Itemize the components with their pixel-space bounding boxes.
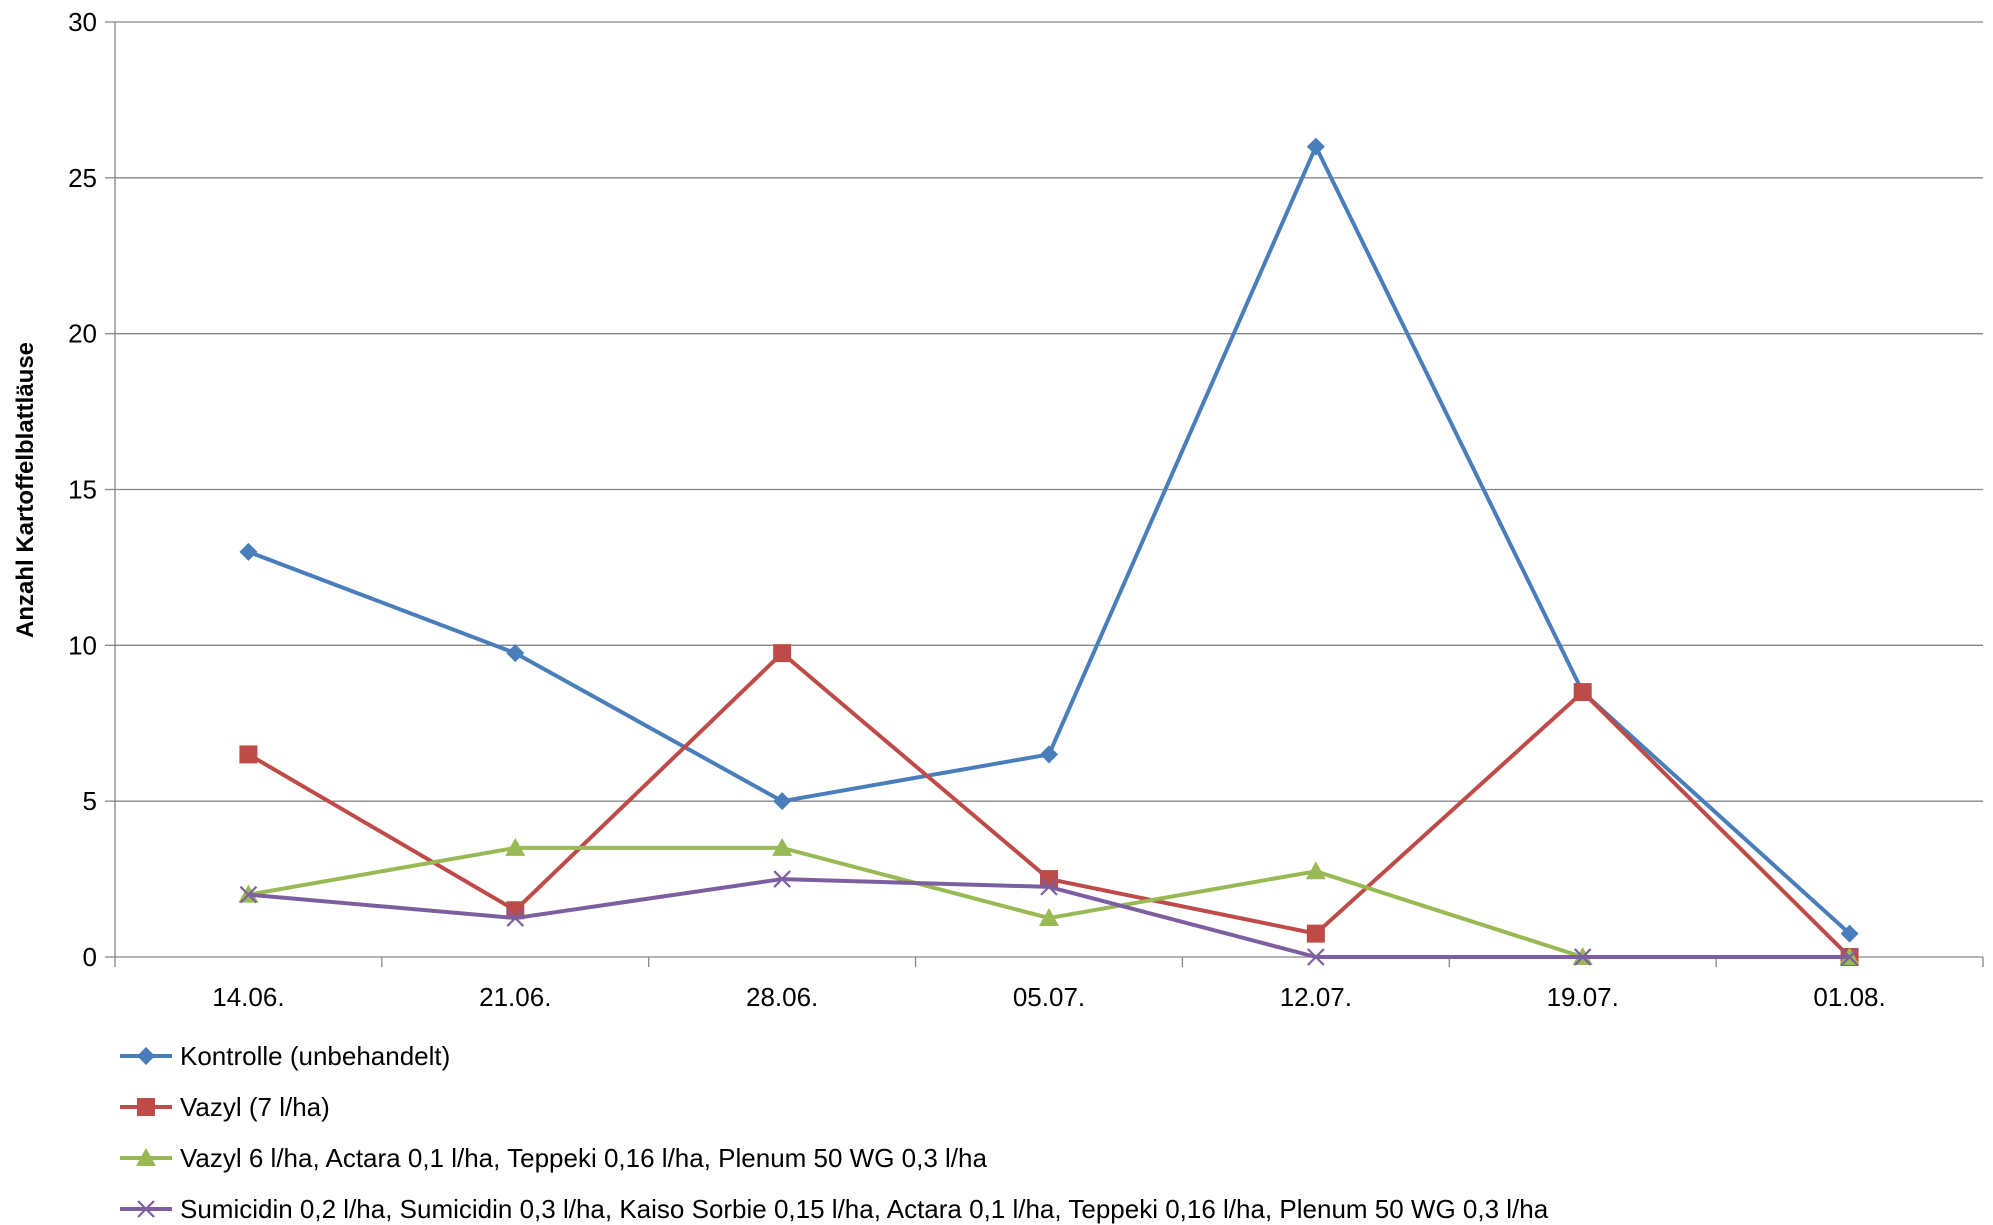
data-point (773, 792, 792, 811)
legend-item: Vazyl (7 l/ha) (120, 1092, 330, 1122)
series-3 (238, 837, 1860, 965)
x-tick-label: 12.07. (1280, 982, 1352, 1012)
y-axis-label: Anzahl Kartoffelblattläuse (12, 342, 39, 638)
x-tick-labels: 14.06. 21.06. 28.06. 05.07. 12.07. 19.07. 01.0… (212, 982, 1885, 1012)
data-point (505, 837, 526, 856)
axes (114, 22, 1984, 967)
data-point (1840, 924, 1859, 943)
data-point (506, 644, 525, 663)
data-point (1040, 878, 1058, 896)
x-tick-label: 19.07. (1547, 982, 1619, 1012)
x-tick-label: 28.06. (746, 982, 818, 1012)
x-tick-label: 05.07. (1013, 982, 1085, 1012)
y-tick-label: 5 (83, 786, 97, 816)
data-point (506, 909, 525, 927)
data-point (1305, 861, 1326, 880)
data-point (239, 745, 258, 764)
x-tick-label: 14.06. (212, 982, 284, 1012)
y-tick-label: 15 (68, 475, 97, 505)
data-point (773, 644, 792, 663)
data-point (1040, 745, 1058, 764)
legend-item: Vazyl 6 l/ha, Actara 0,1 l/ha, Teppeki 0… (120, 1143, 987, 1173)
data-point (239, 885, 258, 904)
series (238, 137, 1860, 966)
y-tick-label: 25 (68, 163, 97, 193)
data-point (1573, 683, 1592, 702)
x-tick-label: 21.06. (479, 982, 551, 1012)
data-point (773, 870, 791, 888)
data-point (1307, 948, 1325, 966)
gridlines (105, 21, 1983, 958)
y-tick-label: 20 (68, 319, 97, 349)
legend-label: Vazyl (7 l/ha) (180, 1092, 330, 1122)
data-point (1840, 948, 1859, 966)
data-point (1306, 924, 1325, 943)
data-point (1306, 137, 1325, 156)
legend-swatch-marker (137, 1200, 155, 1218)
legend-item: Kontrolle (unbehandelt) (120, 1041, 450, 1071)
data-point (239, 542, 258, 561)
y-tick-labels: 0 5 10 15 20 25 30 (68, 7, 97, 972)
y-tick-label: 0 (83, 942, 97, 972)
y-tick-label: 30 (68, 7, 97, 37)
data-point (772, 837, 793, 856)
legend-swatch-marker (136, 1148, 156, 1166)
data-point (1573, 948, 1592, 966)
legend-item: Sumicidin 0,2 l/ha, Sumicidin 0,3 l/ha, … (120, 1194, 1549, 1224)
legend-label: Sumicidin 0,2 l/ha, Sumicidin 0,3 l/ha, … (180, 1194, 1549, 1224)
series-1 (239, 137, 1859, 943)
y-tick-label: 10 (68, 630, 97, 660)
legend-label: Kontrolle (unbehandelt) (180, 1041, 450, 1071)
series-line (248, 845, 1850, 959)
data-point (1039, 908, 1059, 927)
series-line (247, 144, 1851, 936)
legend-label: Vazyl 6 l/ha, Actara 0,1 l/ha, Teppeki 0… (180, 1143, 987, 1173)
legend-swatch-marker (137, 1098, 155, 1116)
legend: Kontrolle (unbehandelt) Vazyl (7 l/ha) Vaz… (120, 1041, 1549, 1224)
series-4 (239, 870, 1859, 966)
x-tick-label: 01.08. (1813, 982, 1885, 1012)
legend-swatch-marker (137, 1047, 155, 1065)
